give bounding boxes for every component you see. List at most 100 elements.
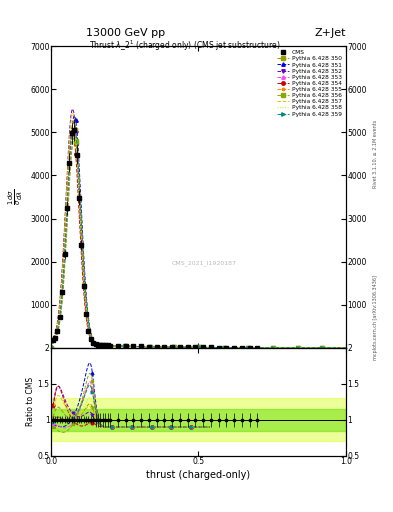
Pythia 6.428 356 [230, 345, 235, 351]
Pythia 6.428 350 [225, 345, 230, 351]
Pythia 6.428 359 [50, 345, 55, 351]
Pythia 6.428 356 [50, 345, 55, 351]
Line: Pythia 6.428 353: Pythia 6.428 353 [50, 133, 347, 350]
Line: Pythia 6.428 358: Pythia 6.428 358 [51, 133, 346, 348]
Pythia 6.428 356 [72, 134, 77, 140]
Pythia 6.428 354 [343, 345, 348, 351]
Pythia 6.428 355 [343, 345, 348, 351]
Pythia 6.428 357 [317, 345, 321, 351]
Pythia 6.428 355 [224, 345, 229, 351]
Pythia 6.428 356 [225, 345, 230, 351]
Pythia 6.428 350 [317, 345, 321, 351]
Pythia 6.428 350 [70, 125, 75, 132]
Pythia 6.428 358 [298, 345, 303, 351]
Text: CMS_2021_I1920187: CMS_2021_I1920187 [172, 261, 237, 266]
Pythia 6.428 355 [317, 345, 321, 351]
Line: Pythia 6.428 359: Pythia 6.428 359 [50, 120, 347, 350]
Pythia 6.428 359 [343, 345, 348, 351]
Pythia 6.428 357 [49, 345, 53, 351]
Pythia 6.428 351 [72, 113, 77, 119]
Pythia 6.428 353 [230, 345, 235, 351]
Pythia 6.428 359 [230, 345, 235, 351]
Pythia 6.428 357 [224, 345, 229, 351]
Pythia 6.428 359 [225, 345, 230, 351]
Line: Pythia 6.428 352: Pythia 6.428 352 [50, 107, 347, 350]
Line: Pythia 6.428 356: Pythia 6.428 356 [50, 136, 347, 350]
Pythia 6.428 356 [298, 345, 303, 351]
Pythia 6.428 354 [49, 345, 53, 351]
Pythia 6.428 350 [298, 345, 303, 351]
Pythia 6.428 354 [224, 345, 229, 351]
Pythia 6.428 354 [298, 345, 303, 351]
Pythia 6.428 358 [317, 345, 321, 351]
Pythia 6.428 355 [298, 345, 303, 351]
Pythia 6.428 355 [72, 117, 76, 123]
Pythia 6.428 350 [49, 345, 53, 351]
Line: Pythia 6.428 357: Pythia 6.428 357 [51, 113, 346, 348]
Pythia 6.428 353 [298, 345, 303, 351]
Pythia 6.428 359 [224, 345, 229, 351]
Pythia 6.428 354 [50, 345, 55, 351]
Pythia 6.428 358 [72, 130, 76, 136]
Pythia 6.428 352 [298, 345, 303, 351]
Pythia 6.428 358 [225, 345, 230, 351]
Text: mcplots.cern.ch [arXiv:1306.3436]: mcplots.cern.ch [arXiv:1306.3436] [373, 275, 378, 360]
Pythia 6.428 353 [72, 132, 76, 138]
X-axis label: thrust (charged-only): thrust (charged-only) [147, 470, 250, 480]
Pythia 6.428 356 [343, 345, 348, 351]
Pythia 6.428 354 [70, 126, 75, 132]
Pythia 6.428 359 [49, 345, 53, 351]
Line: Pythia 6.428 354: Pythia 6.428 354 [50, 127, 347, 350]
Pythia 6.428 352 [317, 345, 321, 351]
Pythia 6.428 359 [317, 345, 321, 351]
Pythia 6.428 358 [224, 345, 229, 351]
Pythia 6.428 357 [50, 345, 55, 351]
Pythia 6.428 356 [224, 345, 229, 351]
Line: Pythia 6.428 351: Pythia 6.428 351 [50, 114, 347, 350]
Pythia 6.428 357 [230, 345, 235, 351]
Pythia 6.428 354 [317, 345, 321, 351]
Pythia 6.428 353 [317, 345, 321, 351]
Legend: CMS, Pythia 6.428 350, Pythia 6.428 351, Pythia 6.428 352, Pythia 6.428 353, Pyt: CMS, Pythia 6.428 350, Pythia 6.428 351,… [275, 49, 343, 118]
Text: Thrust $\lambda$_2$^1$ (charged only) (CMS jet substructure): Thrust $\lambda$_2$^1$ (charged only) (C… [90, 39, 281, 53]
Pythia 6.428 351 [343, 345, 348, 351]
Pythia 6.428 358 [49, 345, 53, 351]
Pythia 6.428 351 [298, 345, 303, 351]
Pythia 6.428 352 [343, 345, 348, 351]
Pythia 6.428 353 [224, 345, 229, 351]
Pythia 6.428 354 [230, 345, 235, 351]
Pythia 6.428 358 [230, 345, 235, 351]
Pythia 6.428 355 [50, 345, 55, 351]
Pythia 6.428 352 [70, 106, 75, 112]
Pythia 6.428 357 [343, 345, 348, 351]
Pythia 6.428 353 [225, 345, 230, 351]
Pythia 6.428 353 [50, 345, 55, 351]
Pythia 6.428 350 [343, 345, 348, 351]
Pythia 6.428 359 [298, 345, 303, 351]
Pythia 6.428 358 [50, 345, 55, 351]
Pythia 6.428 352 [230, 345, 235, 351]
Text: 13000 GeV pp: 13000 GeV pp [86, 28, 165, 38]
Pythia 6.428 352 [50, 345, 55, 351]
Pythia 6.428 351 [49, 345, 53, 351]
Pythia 6.428 352 [225, 345, 230, 351]
Pythia 6.428 350 [230, 345, 235, 351]
Pythia 6.428 351 [230, 345, 235, 351]
Pythia 6.428 352 [224, 345, 229, 351]
Pythia 6.428 356 [317, 345, 321, 351]
Pythia 6.428 350 [50, 345, 55, 351]
Line: Pythia 6.428 355: Pythia 6.428 355 [50, 118, 347, 350]
Pythia 6.428 356 [49, 345, 53, 351]
Y-axis label: $\frac{1}{\sigma}\frac{d\sigma}{d\lambda}$: $\frac{1}{\sigma}\frac{d\sigma}{d\lambda… [6, 189, 25, 205]
Text: Rivet 3.1.10, ≥ 2.1M events: Rivet 3.1.10, ≥ 2.1M events [373, 119, 378, 188]
Pythia 6.428 351 [225, 345, 230, 351]
Pythia 6.428 354 [225, 345, 230, 351]
Pythia 6.428 357 [225, 345, 230, 351]
Text: Z+Jet: Z+Jet [314, 28, 346, 38]
Pythia 6.428 355 [230, 345, 235, 351]
Pythia 6.428 352 [49, 345, 53, 351]
Pythia 6.428 350 [224, 345, 229, 351]
Pythia 6.428 351 [224, 345, 229, 351]
Pythia 6.428 357 [70, 110, 75, 116]
Pythia 6.428 355 [225, 345, 230, 351]
